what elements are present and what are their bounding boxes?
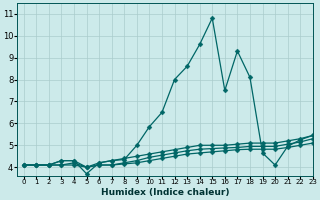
X-axis label: Humidex (Indice chaleur): Humidex (Indice chaleur) [101,188,229,197]
